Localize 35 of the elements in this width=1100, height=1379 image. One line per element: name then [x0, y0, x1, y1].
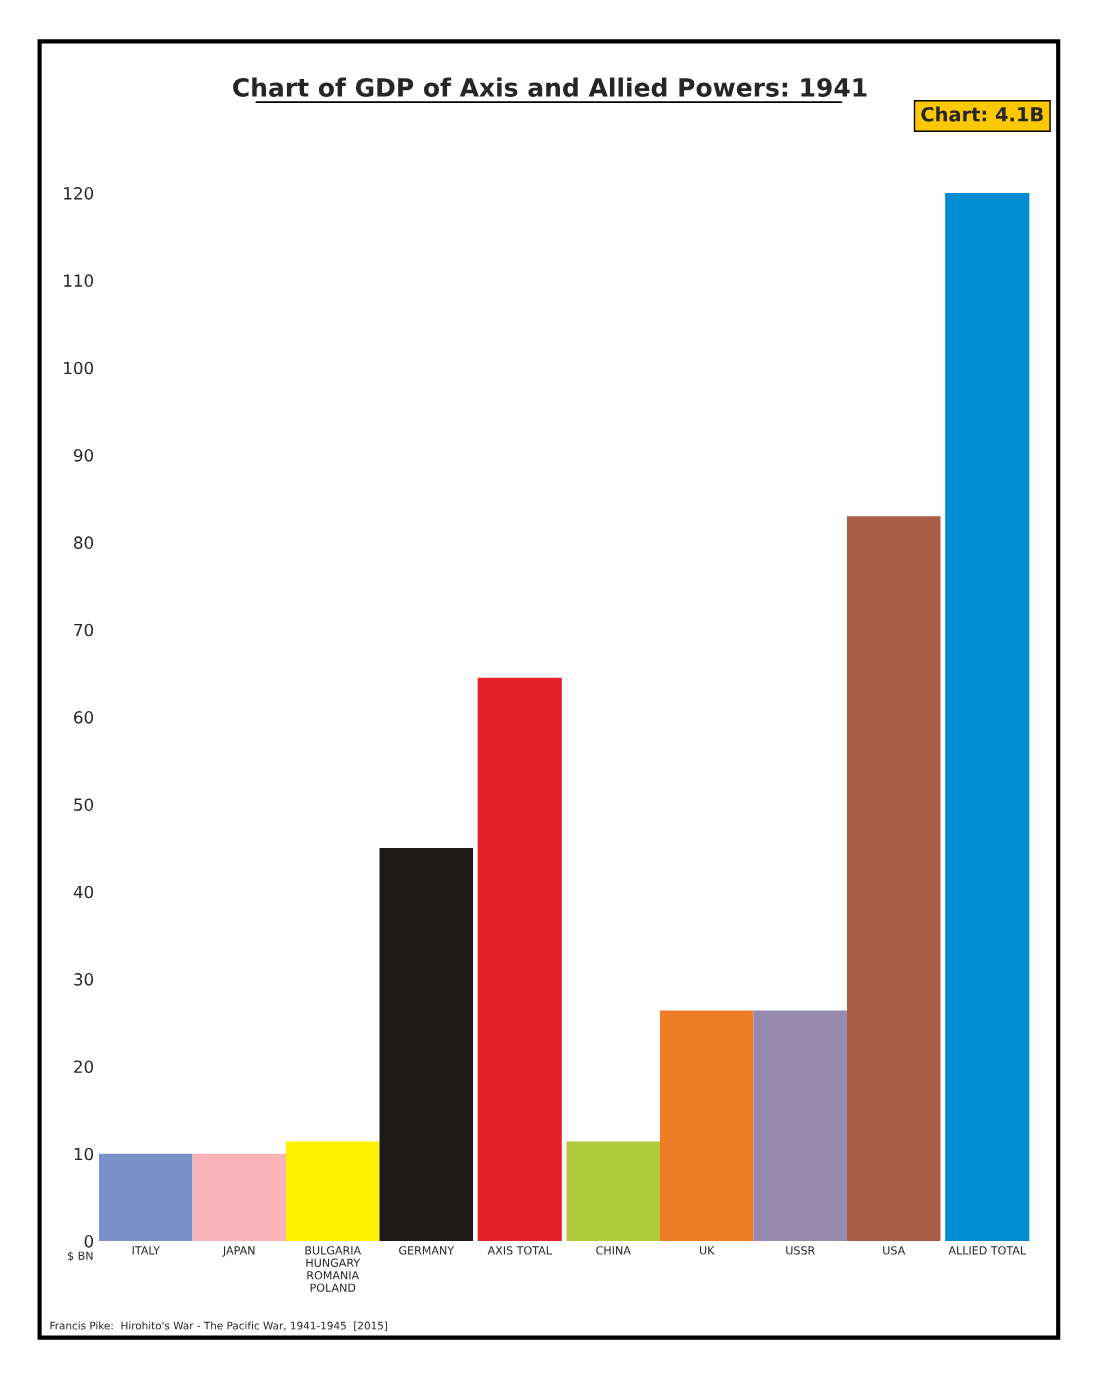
- bar: [99, 1153, 193, 1242]
- y-tick-label: 30: [74, 973, 94, 986]
- bar: [192, 1153, 286, 1242]
- y-tick-label: 120: [64, 187, 94, 200]
- y-axis-title: $ BN: [67, 1251, 93, 1262]
- y-tick-label: 80: [74, 536, 94, 549]
- y-tick-label: 20: [74, 1060, 94, 1073]
- bar: [379, 848, 473, 1242]
- y-tick-label: 0: [84, 1235, 94, 1248]
- x-tick-label: ITALY: [132, 1246, 160, 1255]
- y-tick-label: 110: [64, 274, 94, 287]
- chart-title: Chart of GDP of Axis and Allied Powers: 1941: [233, 77, 867, 97]
- x-tick-label: JAPAN: [222, 1246, 255, 1257]
- bar: [753, 1010, 847, 1242]
- y-tick-label: 40: [73, 885, 94, 899]
- x-tick-label: USSR: [786, 1246, 815, 1255]
- text: Chart: 4.1B: [921, 106, 1043, 122]
- x-tick-label: UK: [700, 1246, 715, 1255]
- bar: [566, 1141, 660, 1242]
- text: Francis Pike: Hirohito's War - The Pacific War, 1941-1945 [2015]: [50, 1321, 388, 1331]
- y-tick-label: 10: [74, 1147, 94, 1161]
- x-tick-label: AXIS TOTAL: [487, 1246, 552, 1255]
- x-tick-label: BULGARIA HUNGARY ROMANIA POLAND: [305, 1246, 362, 1292]
- y-tick-label: 60: [74, 711, 94, 724]
- x-tick-label: USA: [883, 1246, 906, 1255]
- x-tick-label: GERMANY: [399, 1246, 455, 1255]
- y-tick-label: 90: [73, 449, 94, 462]
- bar: [847, 516, 941, 1242]
- x-tick-label: CHINA: [596, 1246, 631, 1255]
- y-tick-label: 70: [74, 623, 94, 637]
- bar: [660, 1010, 754, 1242]
- y-tick-label: 50: [74, 798, 94, 811]
- bar: [286, 1141, 380, 1242]
- y-tick-label: 100: [64, 361, 94, 375]
- x-tick-label: ALLIED TOTAL: [948, 1246, 1026, 1255]
